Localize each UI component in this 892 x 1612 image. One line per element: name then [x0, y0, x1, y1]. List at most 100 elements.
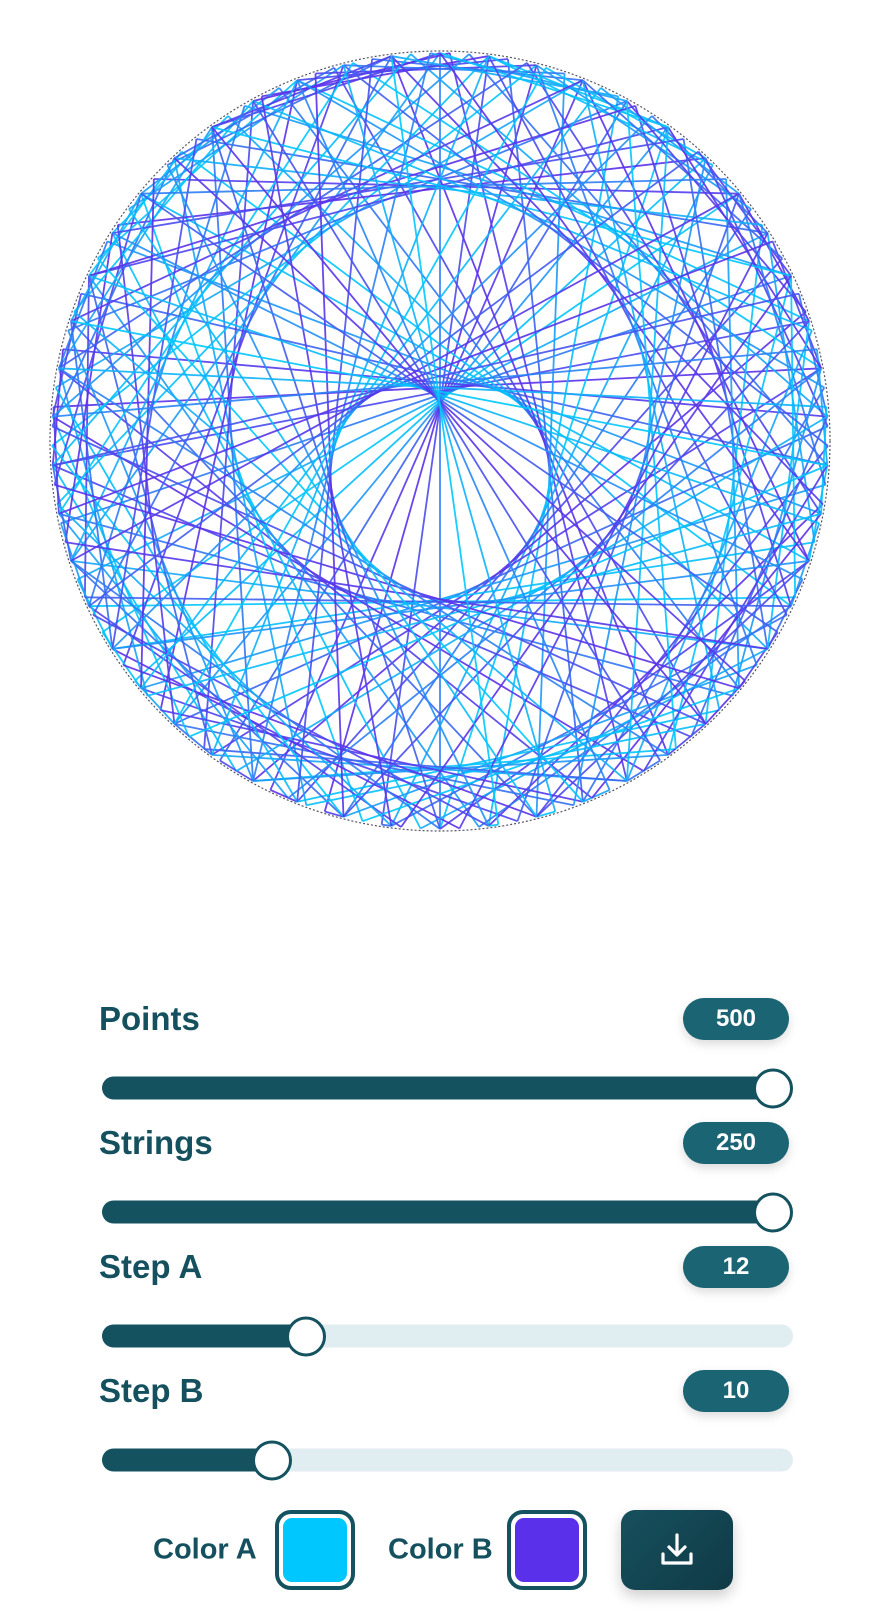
- step-b-label: Step B: [99, 1372, 204, 1409]
- step-b-slider[interactable]: [102, 1440, 793, 1480]
- string-line: [173, 157, 746, 682]
- string-line: [112, 541, 815, 650]
- string-line: [88, 274, 820, 525]
- string-line: [111, 648, 460, 830]
- strings-value-badge: 250: [683, 1122, 789, 1164]
- string-line: [173, 66, 335, 159]
- color-b-label: Color B: [388, 1533, 493, 1566]
- string-line: [582, 789, 610, 803]
- string-line: [391, 55, 619, 98]
- download-button[interactable]: [621, 1510, 733, 1590]
- string-line: [141, 178, 727, 195]
- string-line: [51, 416, 190, 738]
- download-icon: [661, 1533, 693, 1565]
- string-line: [111, 232, 803, 581]
- string-line: [390, 55, 500, 825]
- slider-fill: [102, 1200, 779, 1224]
- strings-label: Strings: [99, 1124, 213, 1161]
- string-line: [96, 257, 584, 803]
- string-line: [211, 126, 792, 277]
- points-value-badge: 500: [683, 998, 789, 1040]
- color-a-label: Color A: [153, 1533, 257, 1566]
- string-line: [211, 126, 707, 725]
- string-line: [252, 100, 661, 762]
- color-a-swatch: [283, 1518, 347, 1582]
- string-line: [342, 208, 752, 818]
- string-line: [60, 274, 792, 525]
- string-line: [682, 138, 769, 650]
- string-line: [188, 464, 828, 738]
- string-line: [70, 560, 345, 818]
- string-line: [390, 55, 669, 756]
- string-line: [297, 58, 508, 82]
- string-line: [235, 415, 828, 772]
- string-line: [488, 823, 499, 827]
- string-line: [88, 151, 183, 277]
- string-line: [591, 513, 822, 799]
- string-line: [55, 79, 584, 389]
- string-line: [296, 79, 611, 791]
- string-line: [147, 512, 822, 697]
- string-line: [667, 723, 707, 756]
- slider-thumb[interactable]: [252, 1440, 293, 1480]
- string-line: [342, 320, 810, 818]
- slider-thumb[interactable]: [285, 1316, 326, 1356]
- slider-fill: [102, 1324, 312, 1348]
- string-line: [252, 100, 813, 332]
- string-line: [53, 193, 142, 486]
- string-line: [296, 257, 784, 803]
- string-line: [117, 157, 706, 226]
- string-line: [173, 126, 669, 725]
- string-line: [410, 53, 828, 418]
- color-b-swatch: [515, 1518, 579, 1582]
- slider-fill: [102, 1448, 279, 1472]
- color-b-picker[interactable]: [507, 1510, 587, 1590]
- string-line: [667, 126, 822, 369]
- slider-thumb[interactable]: [753, 1068, 793, 1108]
- string-line: [342, 64, 829, 447]
- string-line: [536, 810, 556, 818]
- string-line: [73, 311, 628, 782]
- string-line: [738, 193, 810, 322]
- string-line: [101, 192, 740, 633]
- step-a-slider[interactable]: [102, 1316, 793, 1356]
- string-line: [287, 367, 822, 799]
- string-line: [488, 503, 824, 827]
- string-line: [173, 67, 547, 725]
- string-line: [211, 367, 822, 756]
- strings-slider[interactable]: [102, 1192, 793, 1232]
- string-line: [51, 64, 538, 447]
- string-line: [111, 115, 653, 650]
- string-line: [173, 157, 308, 806]
- string-line: [58, 62, 528, 370]
- string-line: [211, 55, 490, 756]
- string-line: [704, 157, 829, 427]
- string-line: [140, 687, 518, 823]
- string-line: [196, 138, 768, 234]
- circle-outline: [49, 50, 831, 832]
- points-label: Points: [99, 1000, 200, 1037]
- string-line: [70, 79, 584, 322]
- string-line: [88, 104, 636, 277]
- string-line: [174, 425, 829, 725]
- string-line: [458, 232, 769, 829]
- string-line: [52, 348, 818, 418]
- slider-thumb[interactable]: [753, 1192, 793, 1232]
- string-line: [270, 789, 298, 803]
- string-line: [390, 55, 824, 505]
- string-line: [58, 513, 289, 799]
- string-line: [58, 367, 827, 408]
- string-line: [140, 192, 779, 633]
- string-line: [535, 64, 752, 210]
- string-line: [51, 425, 706, 725]
- string-line: [343, 64, 565, 75]
- string-line: [738, 631, 779, 689]
- points-slider[interactable]: [102, 1068, 793, 1108]
- color-a-picker[interactable]: [275, 1510, 355, 1590]
- string-line: [342, 64, 557, 812]
- string-line: [70, 320, 828, 467]
- string-line: [651, 115, 769, 234]
- string-line: [296, 79, 825, 389]
- string-line: [58, 126, 213, 369]
- string-line: [174, 157, 763, 226]
